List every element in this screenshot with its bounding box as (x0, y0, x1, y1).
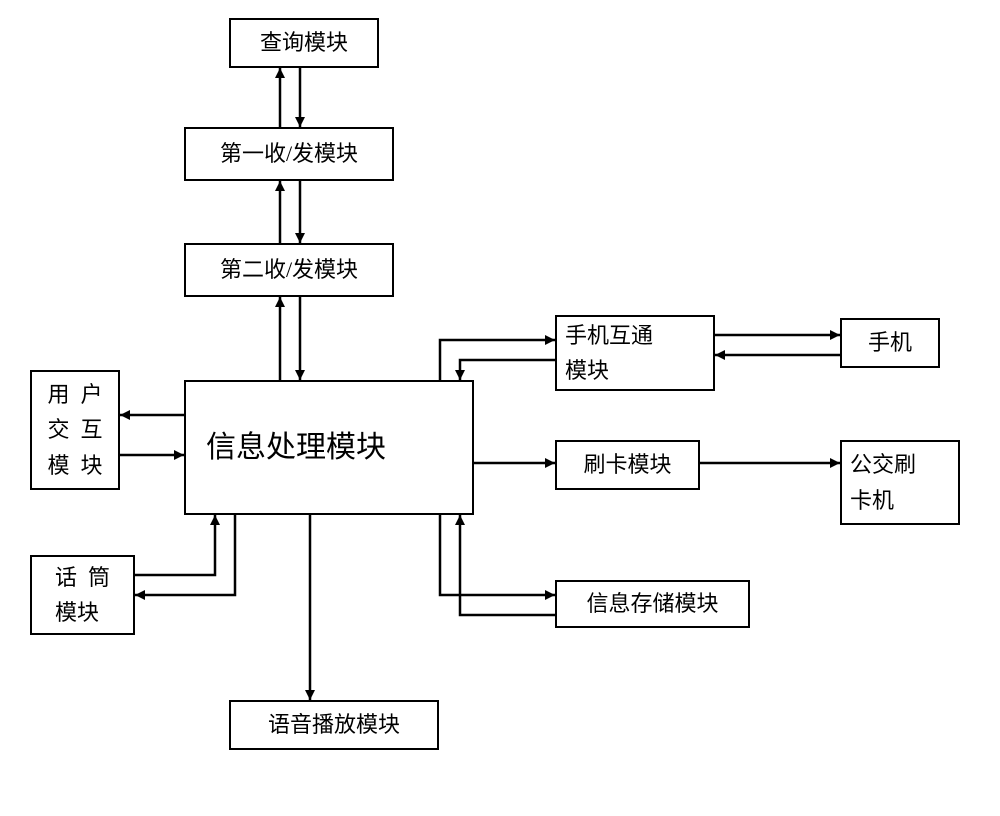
node-storage-label: 信息存储模块 (586, 586, 718, 621)
node-mic-label: 话 筒模块 (55, 560, 110, 630)
node-phone: 手机 (840, 318, 940, 368)
node-mobilelink: 手机互通模块 (555, 315, 715, 391)
node-phone-label: 手机 (868, 325, 912, 360)
node-rx2-label: 第二收/发模块 (220, 252, 358, 287)
node-ui: 用 户交 互模块 (30, 370, 120, 490)
node-ui-label: 用 户交 互模块 (47, 377, 102, 483)
node-card: 刷卡模块 (555, 440, 700, 490)
node-rx1: 第一收/发模块 (184, 127, 394, 181)
node-storage: 信息存储模块 (555, 580, 750, 628)
node-voice: 语音播放模块 (229, 700, 439, 750)
node-processor: 信息处理模块 (184, 380, 474, 515)
node-mic: 话 筒模块 (30, 555, 135, 635)
node-query-label: 查询模块 (260, 25, 348, 60)
node-rx2: 第二收/发模块 (184, 243, 394, 297)
node-pos: 公交刷卡机 (840, 440, 960, 525)
node-processor-label: 信息处理模块 (206, 424, 386, 472)
node-card-label: 刷卡模块 (583, 447, 671, 482)
node-pos-label: 公交刷卡机 (850, 447, 916, 517)
node-voice-label: 语音播放模块 (268, 707, 400, 742)
node-rx1-label: 第一收/发模块 (220, 136, 358, 171)
diagram-arrows (0, 0, 1000, 816)
node-mobilelink-label: 手机互通模块 (565, 318, 653, 388)
node-query: 查询模块 (229, 18, 379, 68)
